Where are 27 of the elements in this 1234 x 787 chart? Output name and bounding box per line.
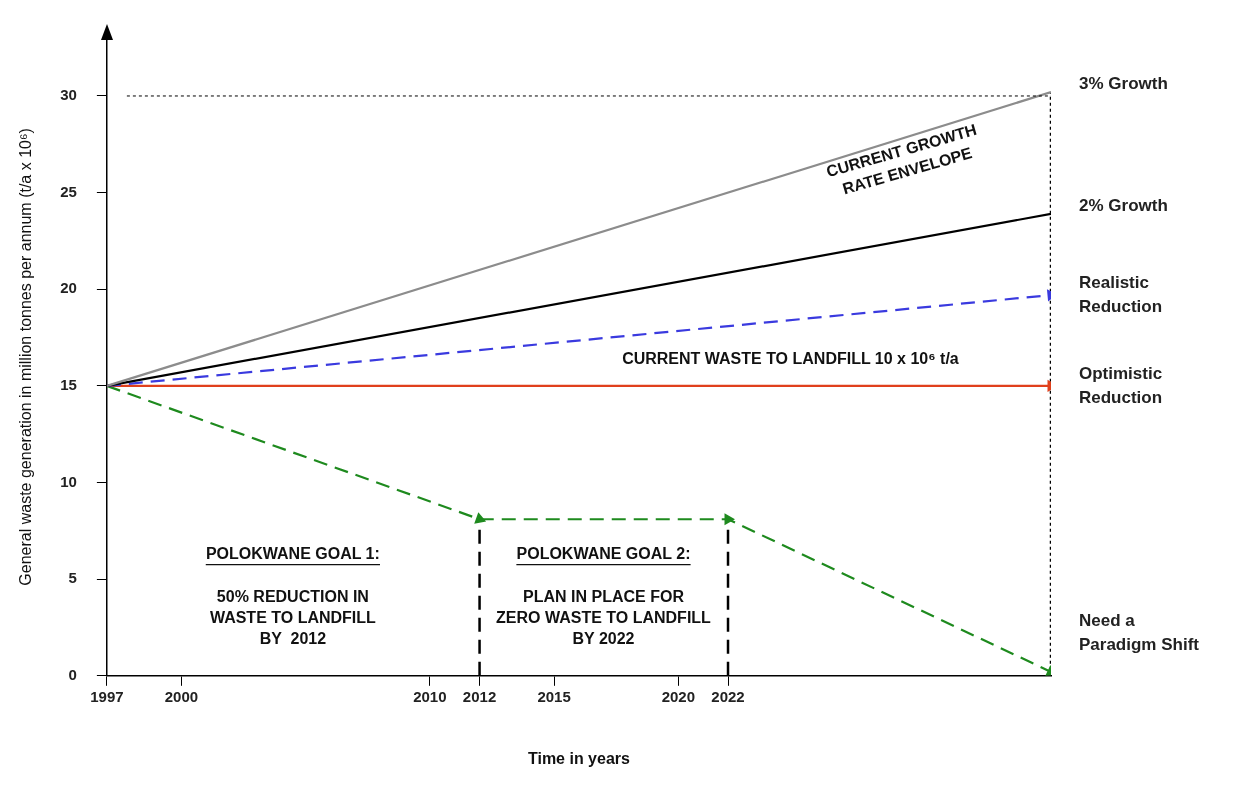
annotation: CURRENT WASTE TO LANDFILL 10 x 10⁶ t/a [622, 350, 959, 368]
y-tick-label: 15 [60, 376, 77, 394]
series-label: 3% Growth [1079, 73, 1168, 93]
y-tick-label: 25 [60, 182, 77, 200]
y-axis-title: General waste generation in million tonnes per annum (t/a x 10⁶) [17, 128, 35, 586]
y-tick-label: 30 [60, 86, 77, 104]
annotation: 50% REDUCTION IN WASTE TO LANDFILL BY 2012 [209, 587, 377, 647]
x-tick-label: 2022 [711, 687, 745, 705]
x-tick-label: 2020 [661, 687, 696, 705]
y-tick-label: 0 [68, 665, 77, 683]
annotation: POLOKWANE GOAL 1: [205, 545, 380, 563]
x-tick-label: 1997 [90, 687, 124, 705]
y-tick-label: 20 [60, 279, 77, 297]
annotation: POLOKWANE GOAL 2: [516, 545, 691, 563]
x-tick-label: 2015 [537, 687, 571, 705]
annotation: PLAN IN PLACE FOR ZERO WASTE TO LANDFILL BY 2022 [496, 587, 712, 647]
x-tick-label: 2010 [413, 687, 447, 705]
series-label: Realistic Reduction [1079, 272, 1163, 316]
x-tick-label: 2012 [462, 687, 497, 705]
x-tick-label: 2000 [164, 687, 199, 705]
series-label: Optimistic Reduction [1079, 363, 1163, 407]
x-axis-title: Time in years [527, 749, 631, 767]
y-tick-label: 5 [68, 569, 77, 587]
series-label: 2% Growth [1079, 195, 1168, 215]
series-label: Need a Paradigm Shift [1079, 611, 1200, 655]
y-tick-label: 10 [60, 472, 77, 490]
point [474, 512, 487, 524]
